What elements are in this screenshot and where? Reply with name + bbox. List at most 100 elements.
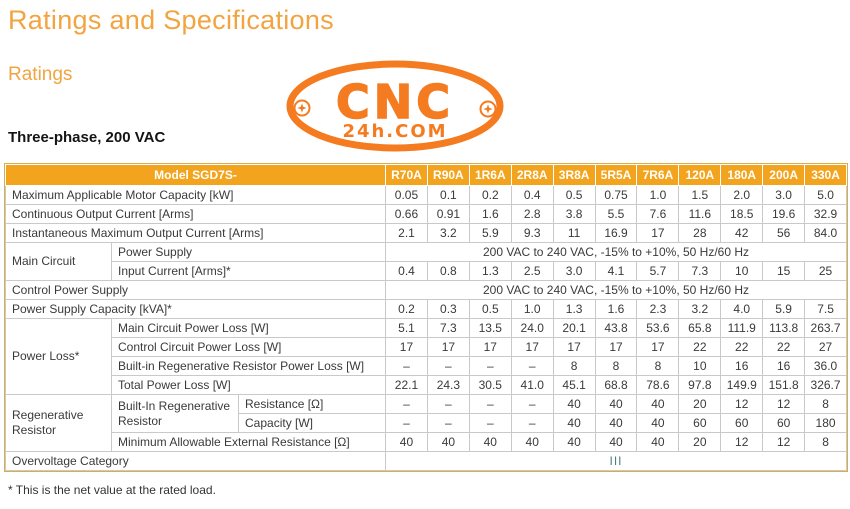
- table-header-row: Model SGD7S- R70A R90A 1R6A 2R8A 3R8A 5R5A 7R6…: [4, 164, 847, 186]
- spec-value-cell: 1.0: [636, 185, 680, 205]
- spec-value-cell: 24.0: [510, 318, 554, 338]
- merged-value-overvoltage: III: [385, 451, 847, 471]
- spec-value-cell: 263.7: [804, 318, 847, 338]
- spec-value-cell: 40: [594, 432, 638, 452]
- spec-value-cell: 12: [762, 394, 806, 414]
- spec-value-cell: –: [385, 356, 428, 376]
- model-column-header: 2R8A: [510, 164, 554, 186]
- spec-value-cell: 45.1: [552, 375, 596, 395]
- spec-value-cell: 12: [720, 432, 764, 452]
- spec-value-cell: 17: [552, 337, 596, 357]
- spec-value-cell: 42: [720, 223, 764, 243]
- row-control-power-supply: Control Power Supply 200 VAC to 240 VAC,…: [4, 280, 847, 300]
- row-continuous-current: Continuous Output Current [Arms] 0.66 0.9…: [4, 204, 847, 224]
- spec-value-cell: 0.75: [594, 185, 638, 205]
- spec-value-cell: 32.9: [804, 204, 847, 224]
- ratings-table: Model SGD7S- R70A R90A 1R6A 2R8A 3R8A 5R5A 7R6…: [4, 164, 847, 471]
- section-subtitle: Ratings: [8, 64, 73, 85]
- model-column-header: 3R8A: [552, 164, 596, 186]
- phase-heading: Three-phase, 200 VAC: [8, 129, 166, 146]
- model-column-header: R70A: [385, 164, 428, 186]
- spec-value-cell: 11: [552, 223, 596, 243]
- model-column-header: 180A: [720, 164, 764, 186]
- logo-text-cnc: CNC: [336, 75, 454, 129]
- spec-value-cell: 12: [762, 432, 806, 452]
- spec-value-cell: 20: [678, 432, 722, 452]
- group-label-main-circuit: Main Circuit: [5, 242, 112, 281]
- spec-value-cell: 15: [762, 261, 806, 281]
- spec-value-cell: 20: [678, 394, 722, 414]
- row-label-motor-capacity: Maximum Applicable Motor Capacity [kW]: [4, 185, 387, 205]
- spec-value-cell: 7.3: [426, 318, 470, 338]
- model-column-header: 1R6A: [468, 164, 512, 186]
- model-column-header: 5R5A: [594, 164, 638, 186]
- spec-value-cell: 18.5: [720, 204, 764, 224]
- row-min-external-resistance: Minimum Allowable External Resistance [Ω…: [6, 432, 847, 452]
- spec-value-cell: 22: [678, 337, 722, 357]
- row-label-control-circuit-power-loss: Control Circuit Power Loss [W]: [110, 337, 387, 357]
- spec-value-cell: 0.1: [426, 185, 470, 205]
- row-label-min-external-resistance: Minimum Allowable External Resistance [Ω…: [110, 432, 387, 452]
- spec-value-cell: 3.2: [678, 299, 722, 319]
- spec-value-cell: 22: [762, 337, 806, 357]
- row-regen-capacity: Capacity [W] – – – –40 40 40 60 60 60 180: [6, 413, 847, 433]
- row-regen-resistance: Regenerative Resistor Built-In Regenerat…: [5, 394, 847, 452]
- spec-value-cell: 60: [678, 413, 722, 433]
- spec-value-cell: 7.6: [636, 204, 680, 224]
- spec-value-cell: 8: [804, 432, 847, 452]
- spec-value-cell: 24.3: [426, 375, 470, 395]
- spec-value-cell: 7.5: [804, 299, 847, 319]
- row-input-current: Input Current [Arms]* 0.4 0.8 1.3 2.5 3.0 4.1…: [6, 261, 847, 281]
- model-column-header: 330A: [804, 164, 847, 186]
- row-label-resistance: Resistance [Ω]: [237, 394, 387, 414]
- spec-value-cell: 22.1: [385, 375, 428, 395]
- spec-value-cell: 25: [804, 261, 847, 281]
- spec-value-cell: 97.8: [678, 375, 722, 395]
- spec-value-cell: 40: [636, 394, 680, 414]
- spec-value-cell: 5.9: [468, 223, 512, 243]
- spec-value-cell: 40: [510, 432, 554, 452]
- row-label-capacity: Capacity [W]: [237, 413, 387, 433]
- spec-value-cell: –: [468, 356, 512, 376]
- spec-value-cell: 3.2: [426, 223, 470, 243]
- spec-value-cell: –: [426, 394, 470, 414]
- row-label-overvoltage-category: Overvoltage Category: [4, 451, 387, 471]
- row-builtin-regen-power-loss: Built-in Regenerative Resistor Power Los…: [6, 356, 847, 376]
- spec-value-cell: 40: [552, 394, 596, 414]
- page-title: Ratings and Specifications: [8, 5, 334, 35]
- spec-value-cell: 5.0: [804, 185, 847, 205]
- spec-value-cell: 151.8: [762, 375, 806, 395]
- spec-value-cell: 40: [426, 432, 470, 452]
- footnote: * This is the net value at the rated loa…: [8, 483, 216, 497]
- spec-value-cell: 2.5: [510, 261, 554, 281]
- spec-value-cell: 40: [385, 432, 428, 452]
- screw-icon-right: [479, 100, 497, 118]
- spec-value-cell: 16: [762, 356, 806, 376]
- spec-value-cell: 0.2: [468, 185, 512, 205]
- spec-value-cell: 5.9: [762, 299, 806, 319]
- spec-value-cell: 41.0: [510, 375, 554, 395]
- model-column-header: 7R6A: [636, 164, 680, 186]
- spec-value-cell: 30.5: [468, 375, 512, 395]
- spec-value-cell: –: [510, 356, 554, 376]
- group-label-builtin-regen-resistor: Built-In Regenerative Resistor: [111, 394, 239, 433]
- spec-value-cell: 43.8: [594, 318, 638, 338]
- spec-value-cell: 149.9: [720, 375, 764, 395]
- spec-value-cell: 17: [636, 337, 680, 357]
- spec-value-cell: 0.3: [426, 299, 470, 319]
- spec-value-cell: 1.0: [510, 299, 554, 319]
- spec-value-cell: 84.0: [804, 223, 847, 243]
- spec-value-cell: 2.0: [720, 185, 764, 205]
- row-label-total-power-loss: Total Power Loss [W]: [110, 375, 387, 395]
- row-overvoltage-category: Overvoltage Category III: [4, 451, 847, 471]
- row-main-circuit-power-supply: Main Circuit Power Supply 200 VAC to 240…: [5, 242, 847, 281]
- spec-value-cell: 5.1: [385, 318, 428, 338]
- spec-value-cell: 40: [552, 413, 596, 433]
- spec-value-cell: 40: [468, 432, 512, 452]
- spec-value-cell: 0.66: [385, 204, 428, 224]
- spec-value-cell: –: [426, 356, 470, 376]
- spec-value-cell: 10: [678, 356, 722, 376]
- spec-value-cell: 11.6: [678, 204, 722, 224]
- cnc-logo-graphic: CNC 24h.COM: [286, 60, 504, 152]
- spec-value-cell: 0.5: [468, 299, 512, 319]
